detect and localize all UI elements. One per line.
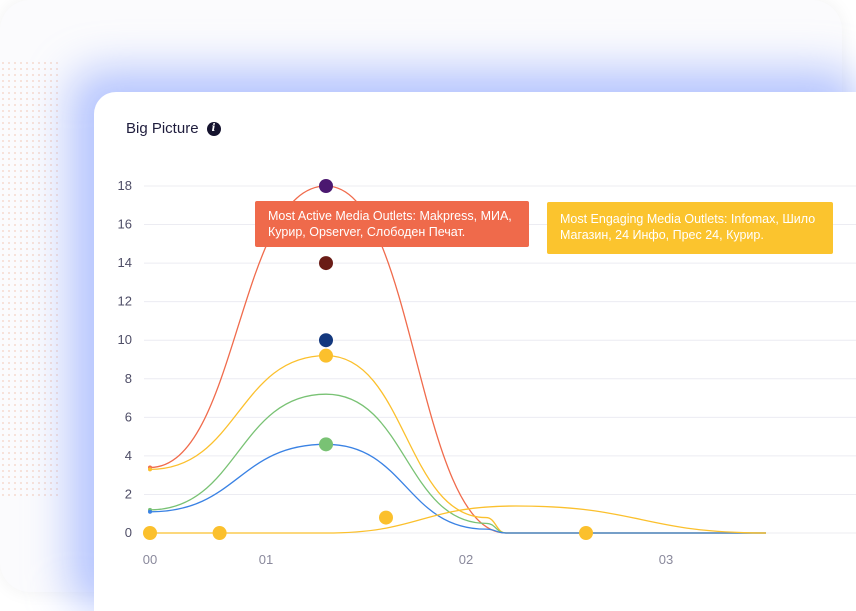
most-active-tooltip: Most Active Media Outlets: Makpress, МИА… xyxy=(255,201,529,247)
card-header: Big Picture i xyxy=(126,120,221,137)
x-axis-ticks: 00 01 02 03 xyxy=(143,552,673,567)
data-marker xyxy=(379,510,393,525)
series-line-3 xyxy=(149,393,766,534)
dot-pattern-decoration xyxy=(0,60,60,500)
x-tick-label: 02 xyxy=(459,552,473,567)
x-tick-label: 00 xyxy=(143,552,157,567)
data-marker xyxy=(319,437,333,452)
info-icon[interactable]: i xyxy=(206,121,221,136)
data-marker xyxy=(319,179,333,193)
series-line-4 xyxy=(149,443,766,534)
data-marker xyxy=(319,256,333,271)
y-tick-label: 2 xyxy=(125,486,132,501)
y-tick-label: 6 xyxy=(125,409,132,424)
x-tick-label: 03 xyxy=(659,552,673,567)
data-marker xyxy=(143,526,157,540)
big-picture-card: Big Picture i 0 2 4 6 8 10 12 14 16 18 00 01 02 03 M… xyxy=(94,92,856,611)
data-marker xyxy=(319,348,333,363)
series-start-point xyxy=(148,467,152,472)
most-engaging-tooltip: Most Engaging Media Outlets: Infomax, Ши… xyxy=(547,202,833,254)
series-lines xyxy=(148,185,767,535)
y-tick-label: 0 xyxy=(125,525,132,540)
data-markers xyxy=(143,179,593,540)
card-title: Big Picture xyxy=(126,120,199,137)
y-tick-label: 8 xyxy=(125,371,132,386)
y-tick-label: 18 xyxy=(118,178,132,193)
data-marker xyxy=(579,526,593,540)
y-tick-label: 16 xyxy=(118,217,132,232)
y-tick-label: 12 xyxy=(118,294,132,309)
data-marker xyxy=(319,333,333,348)
data-marker xyxy=(212,526,227,540)
y-tick-label: 10 xyxy=(118,332,132,347)
y-tick-label: 4 xyxy=(125,448,132,463)
series-line-2 xyxy=(149,354,766,534)
y-tick-label: 14 xyxy=(118,255,132,270)
x-tick-label: 01 xyxy=(259,552,273,567)
series-line-5 xyxy=(150,505,767,534)
y-axis-ticks: 0 2 4 6 8 10 12 14 16 18 xyxy=(118,178,132,540)
series-start-point xyxy=(148,509,152,514)
